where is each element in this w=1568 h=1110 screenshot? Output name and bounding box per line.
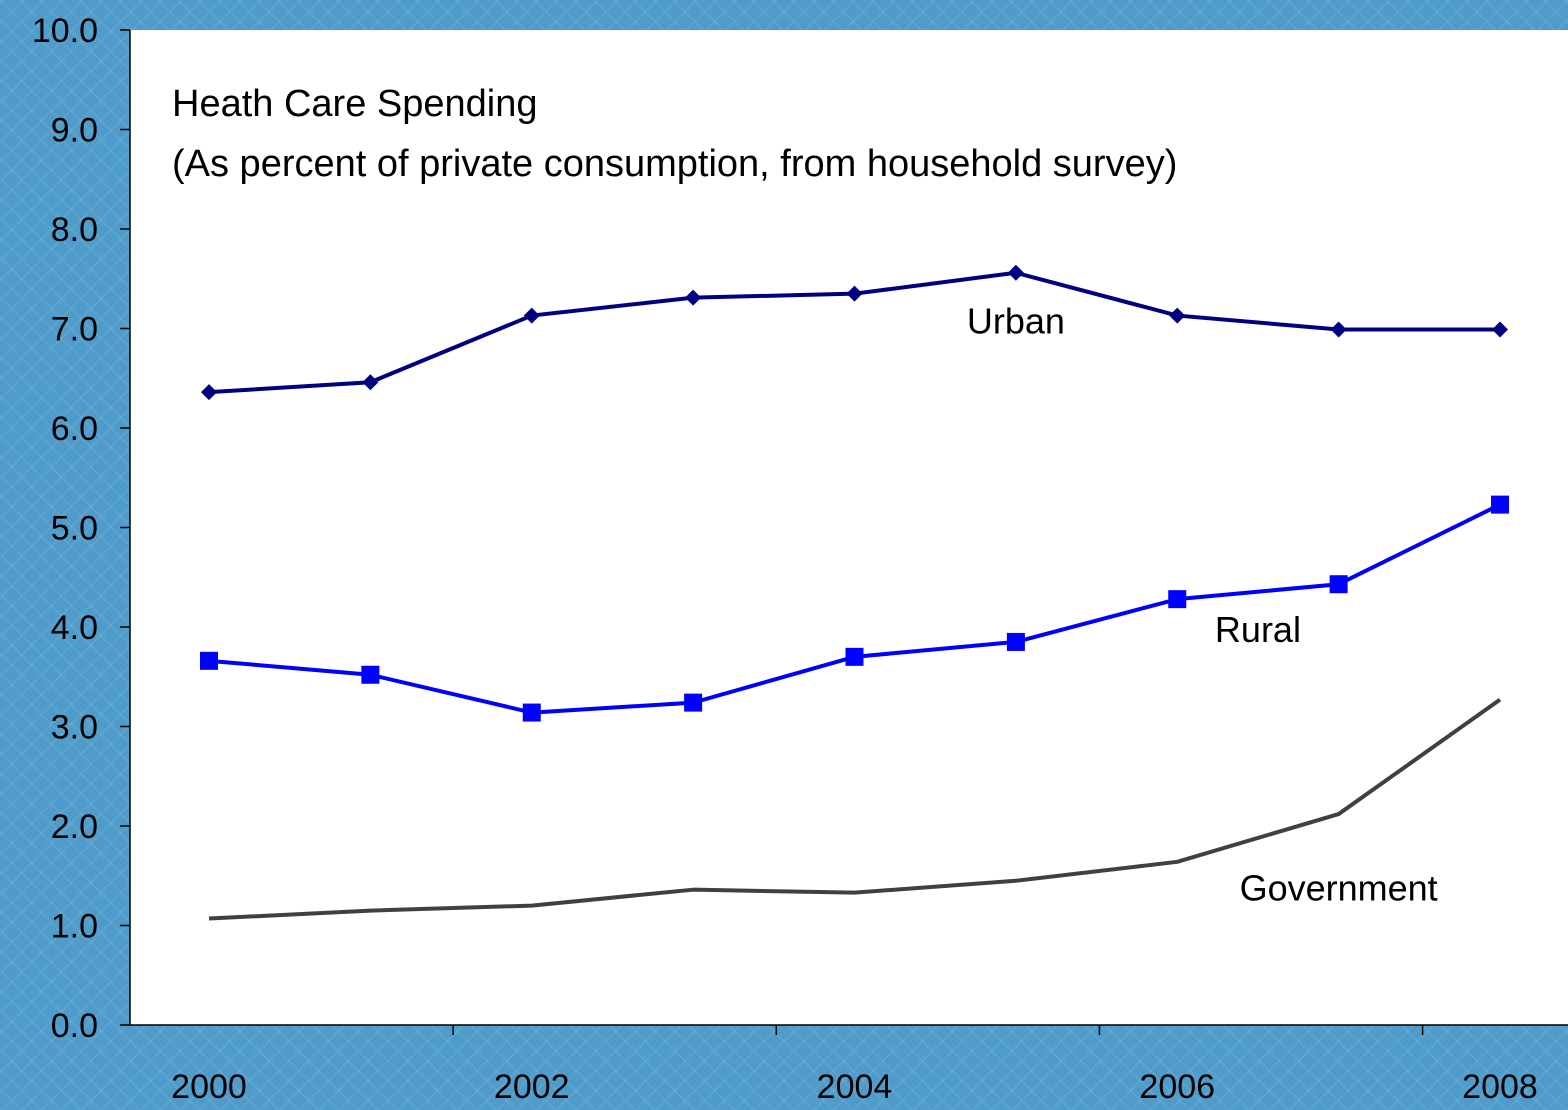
urban-point: [201, 384, 217, 401]
government-series-line: [208, 698, 1502, 921]
government-series-label: Government: [1240, 868, 1438, 909]
rural-series-label: Rural: [1215, 609, 1301, 650]
axes: 0.0 1.0 2.0 3.0 4.0 5.0 6.0 7.0 8.0 9.0 10.0 2000 20…: [32, 12, 1568, 1106]
y-tick-label: 7.0: [51, 311, 98, 349]
urban-point: [1169, 307, 1186, 324]
rural-point: [1006, 632, 1025, 651]
rural-point: [200, 651, 218, 670]
x-tick-label: 2006: [1139, 1068, 1215, 1106]
urban-point: [1492, 321, 1508, 338]
y-tick-label: 1.0: [51, 908, 98, 946]
series-labels: Urban Rural Government: [967, 300, 1438, 908]
y-tick-label: 3.0: [51, 709, 98, 747]
x-tick-label: 2002: [494, 1068, 570, 1106]
x-tick-label: 2008: [1462, 1068, 1538, 1106]
y-tick-label: 10.0: [32, 12, 98, 50]
rural-point: [684, 693, 703, 712]
chart-subtitle: (As percent of private consumption, from…: [172, 143, 1177, 185]
y-tick-label: 9.0: [51, 112, 98, 150]
urban-point: [1330, 321, 1347, 338]
series-layer: [200, 264, 1509, 921]
x-tick-label: 2004: [817, 1068, 893, 1106]
y-tick-label: 0.0: [51, 1007, 98, 1045]
rural-point: [1168, 590, 1187, 609]
urban-point: [523, 307, 540, 324]
rural-point: [845, 647, 864, 666]
urban-point: [1007, 264, 1024, 281]
rural-point: [1329, 575, 1348, 594]
rural-point: [522, 703, 541, 722]
urban-point: [685, 289, 702, 306]
y-tick-label: 2.0: [51, 808, 98, 846]
rural-point: [361, 665, 380, 684]
rural-point: [1491, 495, 1509, 514]
y-tick-label: 8.0: [51, 211, 98, 249]
urban-point: [362, 374, 379, 391]
x-tick-label: 2000: [171, 1068, 247, 1106]
urban-point: [846, 285, 863, 302]
chart-title: Heath Care Spending: [172, 83, 537, 125]
y-tick-label: 5.0: [51, 510, 98, 548]
urban-series-label: Urban: [967, 300, 1065, 341]
plot-area: [130, 30, 1568, 1025]
y-tick-label: 6.0: [51, 410, 98, 448]
y-tick-label: 4.0: [51, 609, 98, 647]
